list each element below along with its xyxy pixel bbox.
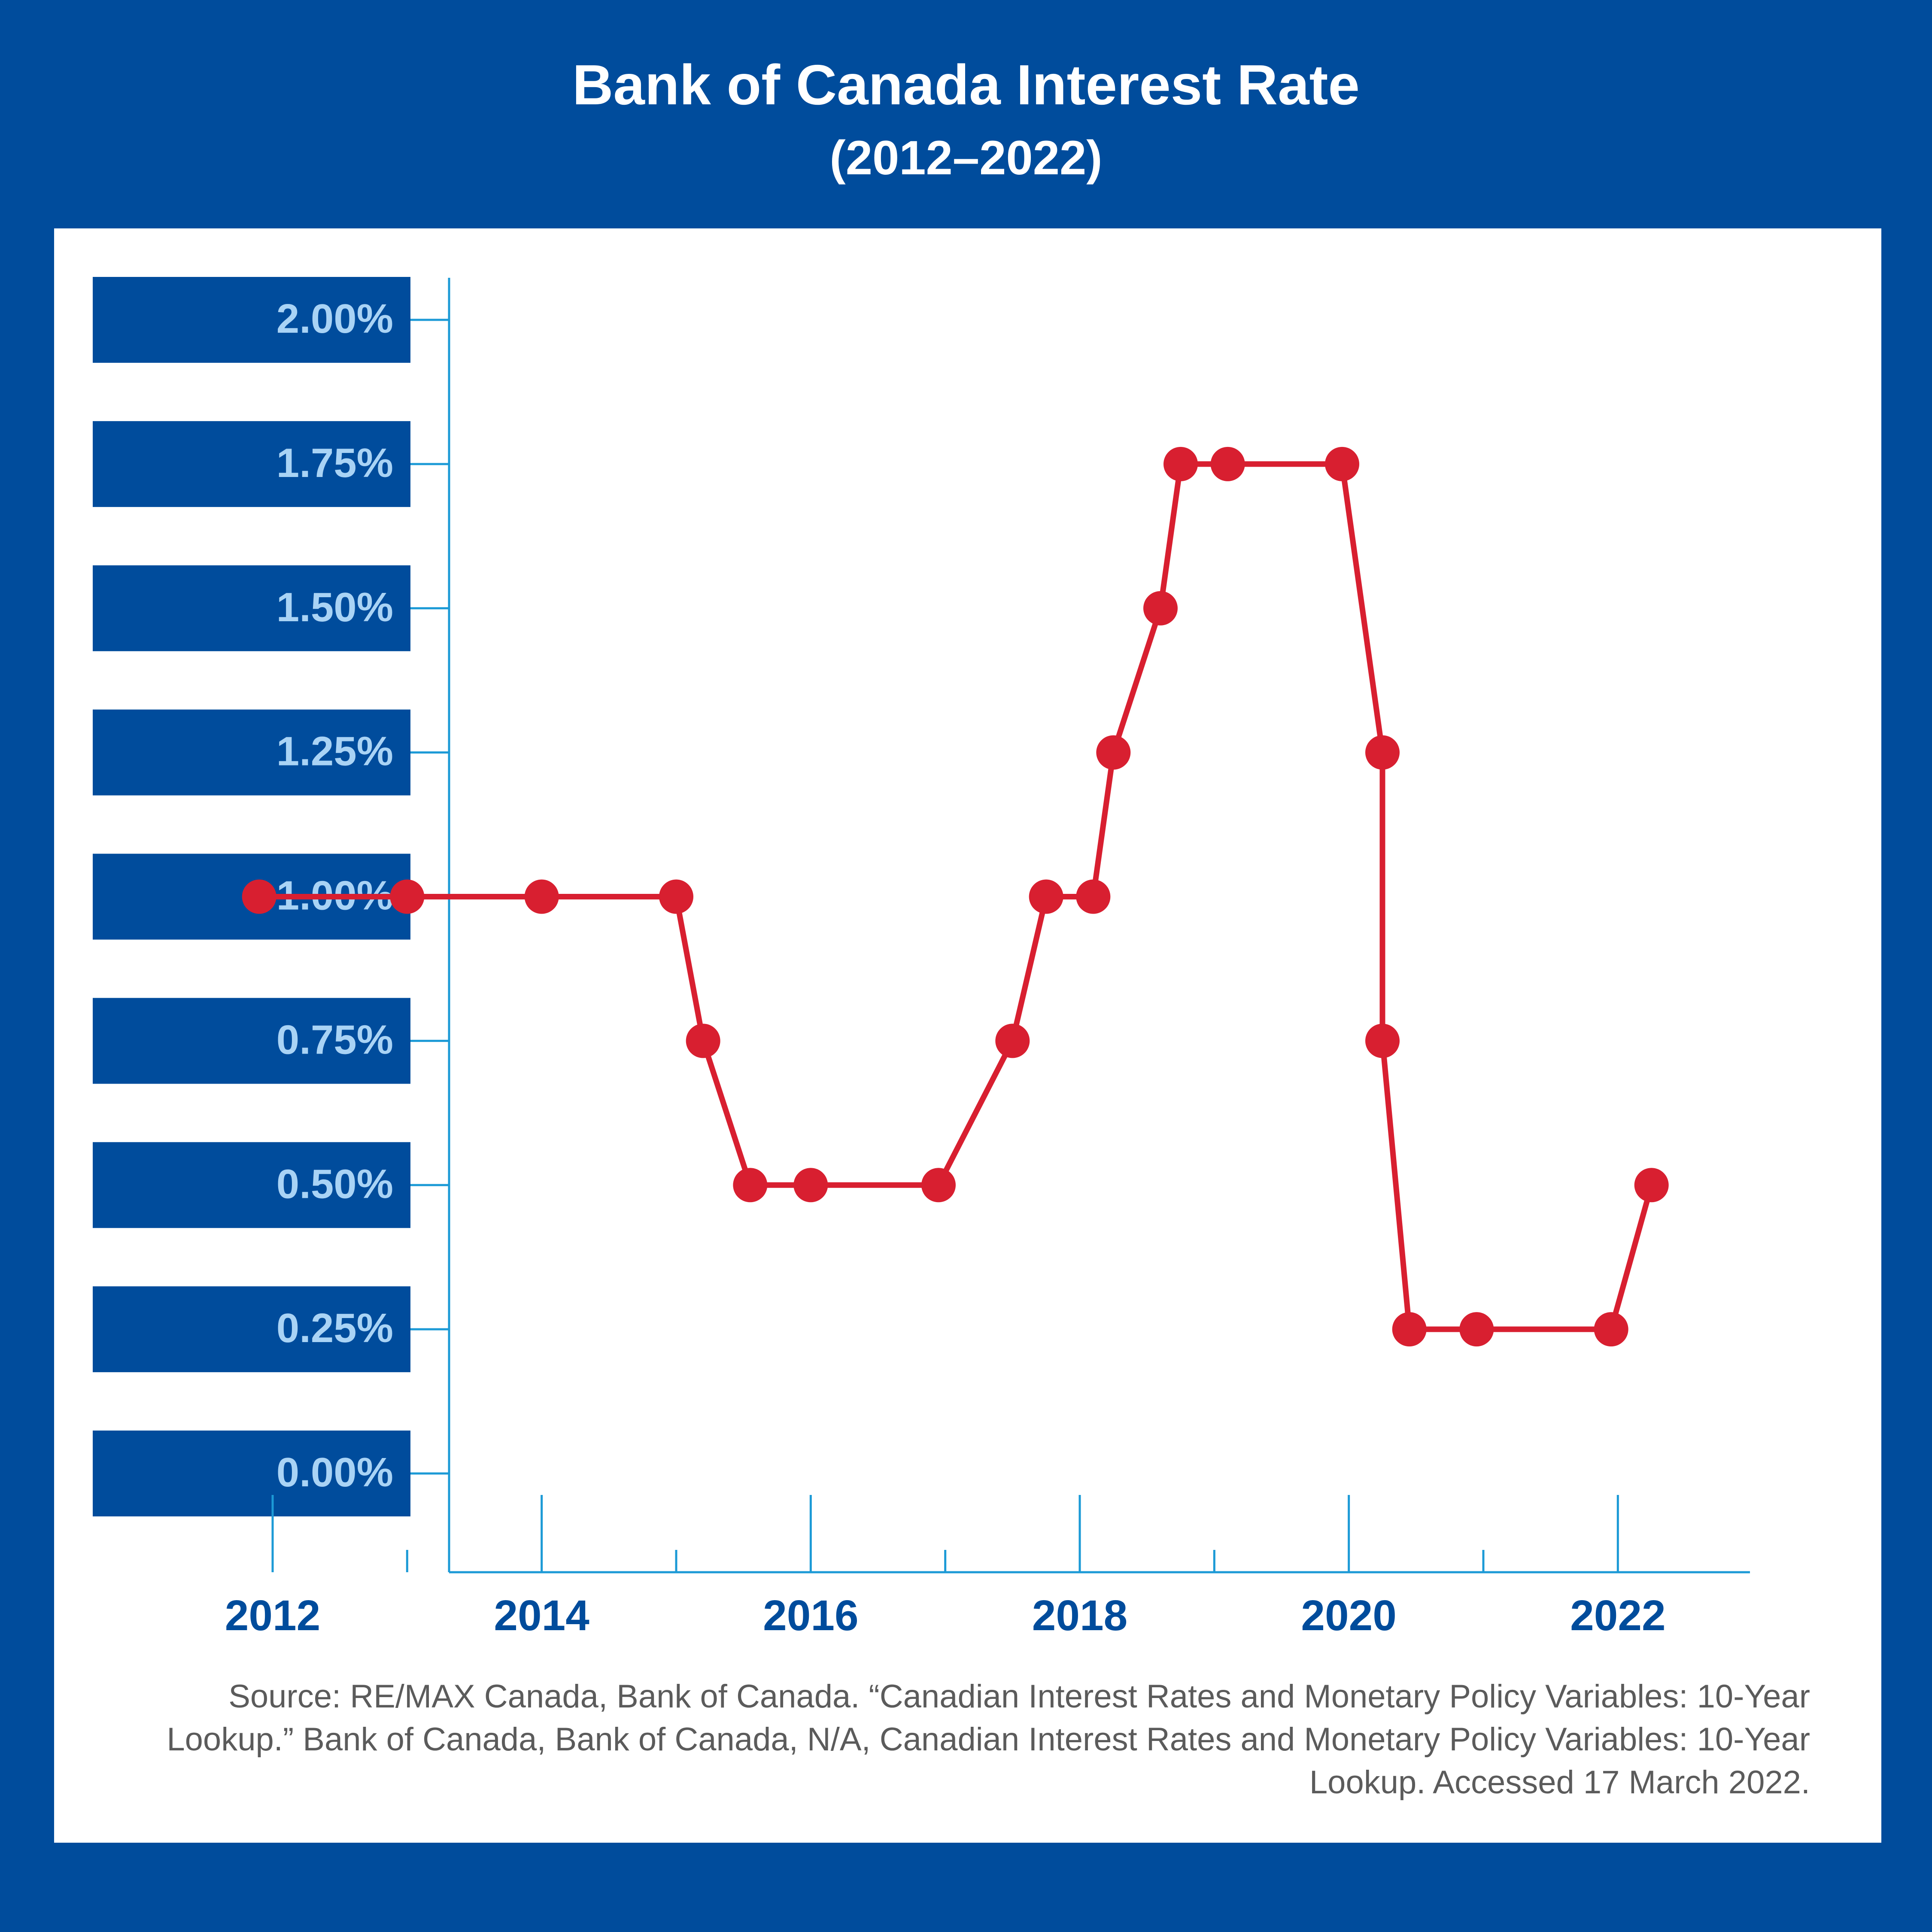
y-tick-label-box xyxy=(93,709,410,796)
y-tick-label: 2.00% xyxy=(276,296,393,342)
data-point xyxy=(1143,591,1178,626)
y-tick-label: 1.75% xyxy=(276,440,393,486)
data-point xyxy=(1459,1312,1494,1347)
y-tick-label: 1.50% xyxy=(276,584,393,630)
chart-panel: 0.00% 0.25% 0.50% 0.75% 1.00% 1.25% 1.50% 1.75%… xyxy=(54,228,1881,1843)
y-tick-label-box xyxy=(93,421,410,507)
data-point xyxy=(390,879,425,914)
x-tick-label: 2014 xyxy=(494,1592,589,1640)
x-tick-label: 2018 xyxy=(1032,1592,1127,1640)
data-point xyxy=(1076,879,1111,914)
y-tick-label: 0.50% xyxy=(276,1161,393,1207)
data-point xyxy=(793,1168,828,1203)
y-tick-label-box xyxy=(93,1431,410,1516)
data-point xyxy=(242,879,276,914)
page-title: Bank of Canada Interest Rate xyxy=(572,53,1360,116)
data-point xyxy=(686,1024,720,1058)
data-point xyxy=(995,1024,1030,1058)
data-point xyxy=(921,1168,956,1203)
y-tick-label: 0.00% xyxy=(276,1449,393,1495)
data-point xyxy=(524,879,559,914)
data-point xyxy=(1096,735,1131,770)
data-point xyxy=(1634,1168,1669,1203)
page-subtitle: (2012–2022) xyxy=(829,131,1103,185)
data-point xyxy=(1163,447,1198,481)
y-tick-label-box xyxy=(93,1142,410,1228)
interest-rate-chart: 0.00%0.25%0.50%0.75%1.00%1.25%1.50%1.75%… xyxy=(93,277,1750,1640)
data-point xyxy=(1392,1312,1427,1347)
data-point xyxy=(733,1168,768,1203)
data-point xyxy=(1210,447,1245,481)
series-line-path xyxy=(256,461,1655,1332)
x-tick-label: 2012 xyxy=(225,1592,320,1640)
data-point xyxy=(659,879,693,914)
data-point xyxy=(1365,735,1400,770)
data-point xyxy=(1594,1312,1628,1347)
y-tick-label-box xyxy=(93,277,410,363)
y-tick-label: 0.25% xyxy=(276,1305,393,1351)
x-tick-label: 2022 xyxy=(1570,1592,1665,1640)
axes xyxy=(271,278,1750,1574)
x-axis-labels: 2012 2014 2016 2018 2020 2022 xyxy=(225,1592,1666,1640)
x-tick-label: 2016 xyxy=(763,1592,858,1640)
data-point xyxy=(1325,447,1359,481)
y-tick-label-box xyxy=(93,998,410,1084)
y-tick-label: 0.75% xyxy=(276,1017,393,1063)
data-point xyxy=(1365,1024,1400,1058)
y-tick-label-box xyxy=(93,1286,410,1373)
source-note: Source: RE/MAX Canada, Bank of Canada. “… xyxy=(167,1678,1810,1801)
data-point xyxy=(1029,879,1063,914)
y-tick-label: 1.25% xyxy=(276,729,393,775)
x-tick-label: 2020 xyxy=(1301,1592,1396,1640)
y-axis-labels: 0.00%0.25%0.50%0.75%1.00%1.25%1.50%1.75%… xyxy=(93,277,410,1516)
y-tick-label-box xyxy=(93,565,410,651)
series-line xyxy=(242,447,1669,1347)
